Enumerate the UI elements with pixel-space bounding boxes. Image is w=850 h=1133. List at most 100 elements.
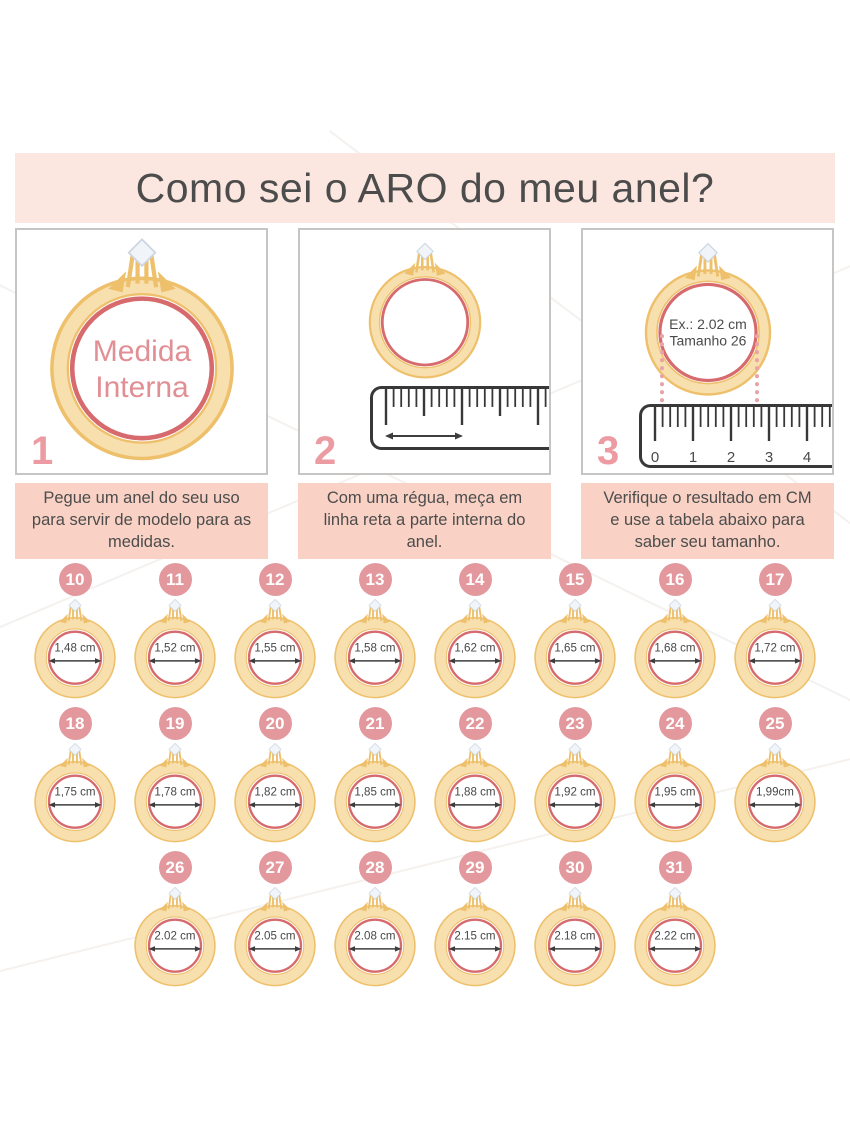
ring-graphic: 1,52 cm <box>134 598 216 699</box>
ring-graphic: 2.08 cm <box>334 886 416 987</box>
ring-graphic: 1,78 cm <box>134 742 216 843</box>
step-caption-3: Verifique o resultado em CM e use a tabe… <box>581 483 834 559</box>
diamond-icon <box>568 598 582 612</box>
step-number-1: 1 <box>31 429 54 473</box>
ring-illustration: 2.02 cm <box>127 885 223 992</box>
diamond-icon <box>368 598 382 612</box>
ring-example-size: Ex.: 2.02 cm Tamanho 26 <box>635 240 781 403</box>
ring-measure: 1,78 cm <box>154 786 195 798</box>
size-item: 15 1,65 cm <box>525 563 625 704</box>
size-badge: 20 <box>258 707 292 740</box>
ring-graphic: 1,99cm <box>734 742 816 843</box>
ring-illustration: 1,88 cm <box>427 741 523 848</box>
ring-measure: 1,62 cm <box>454 642 495 654</box>
size-item: 13 1,58 cm <box>325 563 425 704</box>
size-chart-row: 10 1,48 cm 11 1,52 cm 12 1,55 cm 13 1,58 cm 14 1,… <box>0 563 850 704</box>
ring-graphic: 1,65 cm <box>534 598 616 699</box>
diamond-icon <box>668 742 682 756</box>
diamond-icon <box>168 742 182 756</box>
ring-measure: 1,85 cm <box>354 786 395 798</box>
diamond-icon <box>468 742 482 756</box>
page-title: Como sei o ARO do meu anel? <box>15 153 835 223</box>
ring-measure: 1,88 cm <box>454 786 495 798</box>
ring-measure: 1,72 cm <box>754 642 795 654</box>
size-item: 16 1,68 cm <box>625 563 725 704</box>
diamond-icon <box>568 742 582 756</box>
prongs-icon <box>167 892 183 910</box>
ring-illustration: 1,52 cm <box>127 597 223 704</box>
ring-illustration: 1,72 cm <box>727 597 823 704</box>
ring-measure: 1,82 cm <box>254 786 295 798</box>
ruler-number: 0 <box>651 449 659 466</box>
ring-graphic: 1,88 cm <box>434 742 516 843</box>
size-item: 14 1,62 cm <box>425 563 525 704</box>
ring-measure: 1,52 cm <box>154 642 195 654</box>
size-item: 20 1,82 cm <box>225 707 325 848</box>
ring-illustration: 2.15 cm <box>427 885 523 992</box>
diamond-icon <box>68 598 82 612</box>
step-panel-1: Medida Interna 1 <box>15 228 268 475</box>
size-badge: 27 <box>258 851 292 884</box>
size-item: 24 1,95 cm <box>625 707 725 848</box>
ruler-number: 1 <box>689 449 697 466</box>
diamond-icon <box>415 242 434 261</box>
size-badge: 24 <box>658 707 692 740</box>
ring-graphic: 1,48 cm <box>34 598 116 699</box>
step-panel-3: Ex.: 2.02 cm Tamanho 26 0 1 2 3 4 3 <box>581 228 834 475</box>
diamond-icon <box>268 598 282 612</box>
size-item: 17 1,72 cm <box>725 563 825 704</box>
size-badge: 21 <box>358 707 392 740</box>
size-badge: 10 <box>58 563 92 596</box>
diamond-icon <box>668 886 682 900</box>
size-item: 30 2.18 cm <box>525 851 625 992</box>
size-badge: 17 <box>758 563 792 596</box>
size-item: 21 1,85 cm <box>325 707 425 848</box>
ring-graphic: 2.18 cm <box>534 886 616 987</box>
size-badge: 26 <box>158 851 192 884</box>
size-item: 26 2.02 cm <box>125 851 225 992</box>
size-chart: 10 1,48 cm 11 1,52 cm 12 1,55 cm 13 1,58 cm 14 1,… <box>0 563 850 992</box>
ruler-with-arrow <box>370 386 549 450</box>
ring-graphic: 1,55 cm <box>234 598 316 699</box>
diamond-icon <box>468 886 482 900</box>
ring-illustration: 2.22 cm <box>627 885 723 992</box>
step-caption-1: Pegue um anel do seu uso para servir de … <box>15 483 268 559</box>
size-badge: 29 <box>458 851 492 884</box>
ring-measure: 1,99cm <box>756 786 794 798</box>
ring-label: Interna <box>95 371 189 404</box>
step-panel-2: 2 <box>298 228 551 475</box>
size-badge: 25 <box>758 707 792 740</box>
size-item: 29 2.15 cm <box>425 851 525 992</box>
ring-graphic: 2.05 cm <box>234 886 316 987</box>
diamond-icon <box>268 742 282 756</box>
size-badge: 22 <box>458 707 492 740</box>
ruler-number: 3 <box>765 449 773 466</box>
ring-measure: 2.08 cm <box>354 930 395 942</box>
ruler-graphic: 0 1 2 3 4 <box>639 404 832 468</box>
diamond-icon <box>668 598 682 612</box>
ring-graphic: 1,62 cm <box>434 598 516 699</box>
step-caption-2: Com uma régua, meça em linha reta a part… <box>298 483 551 559</box>
ring-illustration: 1,58 cm <box>327 597 423 704</box>
size-badge: 16 <box>658 563 692 596</box>
ring-graphic: 1,82 cm <box>234 742 316 843</box>
ring-illustration: 1,92 cm <box>527 741 623 848</box>
ring-graphic: 1,92 cm <box>534 742 616 843</box>
ring-measure: 1,75 cm <box>54 786 95 798</box>
ring-illustration: 2.18 cm <box>527 885 623 992</box>
ring-graphic: 1,58 cm <box>334 598 416 699</box>
ring-measure: 1,65 cm <box>554 642 595 654</box>
ring-label: Ex.: 2.02 cm <box>669 316 747 332</box>
ring-illustration: 2.08 cm <box>327 885 423 992</box>
ring-illustration: 1,65 cm <box>527 597 623 704</box>
size-item: 10 1,48 cm <box>25 563 125 704</box>
size-badge: 13 <box>358 563 392 596</box>
diamond-icon <box>168 598 182 612</box>
size-chart-row: 26 2.02 cm 27 2.05 cm 28 2.08 cm 29 2.15 cm 30 2.… <box>0 851 850 992</box>
diamond-icon <box>168 886 182 900</box>
ring-graphic <box>368 242 481 379</box>
ruler-number: 2 <box>727 449 735 466</box>
size-chart-row: 18 1,75 cm 19 1,78 cm 20 1,82 cm 21 1,85 cm 22 1,… <box>0 707 850 848</box>
ring-measure: 2.18 cm <box>554 930 595 942</box>
